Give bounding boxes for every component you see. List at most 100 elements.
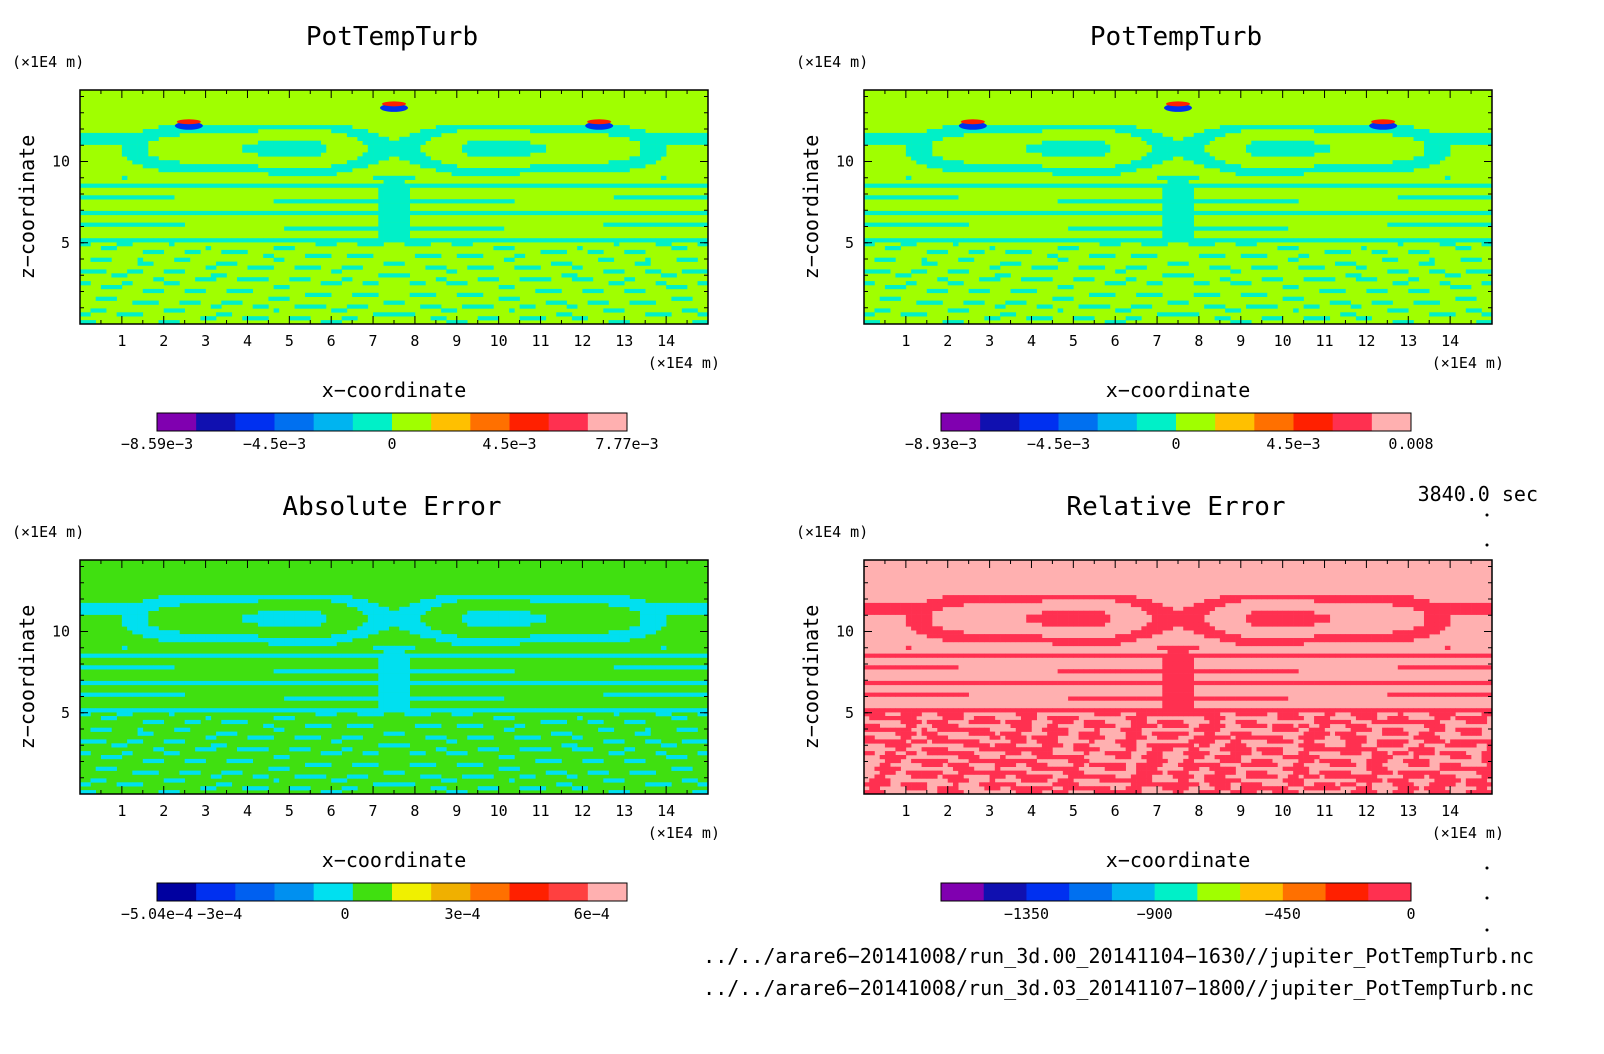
field-cell (446, 653, 452, 658)
field-cell (121, 614, 128, 619)
field-cell (645, 152, 651, 157)
field-cell (561, 261, 567, 266)
field-cell (362, 630, 369, 635)
field-cell (1193, 242, 1200, 247)
field-cell (137, 626, 144, 631)
field-cell (540, 125, 547, 130)
field-cell (1078, 140, 1085, 145)
field-cell (1387, 210, 1393, 216)
field-cell (608, 238, 615, 243)
field-cell (650, 602, 656, 608)
field-cell (153, 183, 159, 188)
field-cell (106, 132, 112, 138)
field-cell (1052, 238, 1058, 243)
field-cell (425, 630, 431, 635)
field-cell (1057, 308, 1064, 313)
field-cell (127, 281, 133, 286)
field-cell (252, 316, 259, 321)
field-cell (1198, 238, 1205, 243)
field-cell (80, 606, 86, 611)
field-cell (409, 144, 416, 149)
field-cell (1324, 316, 1331, 321)
field-cell (613, 168, 620, 173)
field-cell (566, 595, 573, 600)
field-cell (1450, 210, 1456, 216)
field-cell (1057, 144, 1064, 149)
field-cell (556, 210, 562, 216)
field-cell (100, 183, 107, 188)
field-cell (519, 253, 526, 258)
field-cell (1062, 148, 1069, 153)
field-cell (399, 610, 405, 615)
field-cell (650, 312, 656, 317)
panel-title: PotTempTurb (306, 22, 478, 52)
field-cell (142, 132, 149, 138)
field-cell (911, 195, 917, 200)
field-cell (320, 641, 327, 647)
field-cell (263, 708, 269, 713)
field-cell (179, 595, 185, 600)
field-cell (435, 653, 442, 658)
field-cell (216, 164, 222, 169)
field-cell (1178, 312, 1184, 317)
field-cell (1261, 238, 1268, 243)
field-cell (1444, 312, 1451, 317)
field-cell (231, 634, 238, 639)
field-cell (1094, 292, 1100, 297)
field-cell (514, 618, 520, 623)
field-cell (1010, 300, 1017, 305)
field-cell (676, 653, 683, 658)
field-cell (294, 641, 301, 647)
field-cell (1397, 210, 1404, 216)
field-cell (509, 653, 515, 658)
field-cell (1151, 144, 1158, 149)
field-cell (655, 312, 662, 317)
field-cell (477, 653, 484, 658)
field-cell (1471, 222, 1477, 227)
field-cell (1115, 238, 1121, 243)
field-cell (1172, 191, 1179, 196)
field-cell (650, 630, 656, 635)
field-cell (1204, 164, 1210, 169)
field-cell (1204, 156, 1210, 161)
field-cell (1162, 218, 1168, 223)
colorbar: −8.59e−3 −4.5e−3 0 4.5e−3 7.77e−3 (121, 412, 659, 453)
field-cell (556, 129, 562, 134)
field-cell (571, 238, 578, 243)
field-cell (341, 277, 348, 282)
field-cell (383, 187, 390, 192)
field-cell (310, 152, 316, 157)
field-cell (352, 183, 358, 188)
field-cell (85, 132, 91, 138)
field-cell (1000, 261, 1006, 266)
field-cell (1078, 168, 1085, 173)
field-cell (1198, 160, 1205, 165)
field-cell (325, 253, 332, 258)
field-cell (1272, 304, 1278, 309)
field-cell (195, 277, 201, 282)
field-cell (388, 152, 395, 157)
field-cell (268, 610, 274, 615)
field-cell (346, 599, 353, 604)
field-cell (1162, 203, 1168, 208)
field-cell (252, 125, 259, 130)
field-cell (404, 653, 410, 658)
field-cell (1073, 144, 1079, 149)
field-cell (373, 610, 379, 615)
field-cell (388, 700, 395, 705)
field-cell (561, 125, 567, 130)
field-cell (551, 261, 557, 266)
field-cell (352, 708, 358, 713)
field-cell (331, 680, 337, 686)
field-cell (378, 226, 384, 231)
field-cell (252, 680, 259, 686)
field-cell (305, 265, 311, 270)
field-cell (268, 680, 274, 686)
field-cell (1198, 132, 1205, 138)
field-cell (1178, 210, 1184, 216)
field-cell (1387, 183, 1393, 188)
field-cell (1230, 238, 1236, 243)
field-cell (524, 316, 531, 321)
field-cell (666, 665, 672, 670)
field-cell (1486, 242, 1493, 247)
